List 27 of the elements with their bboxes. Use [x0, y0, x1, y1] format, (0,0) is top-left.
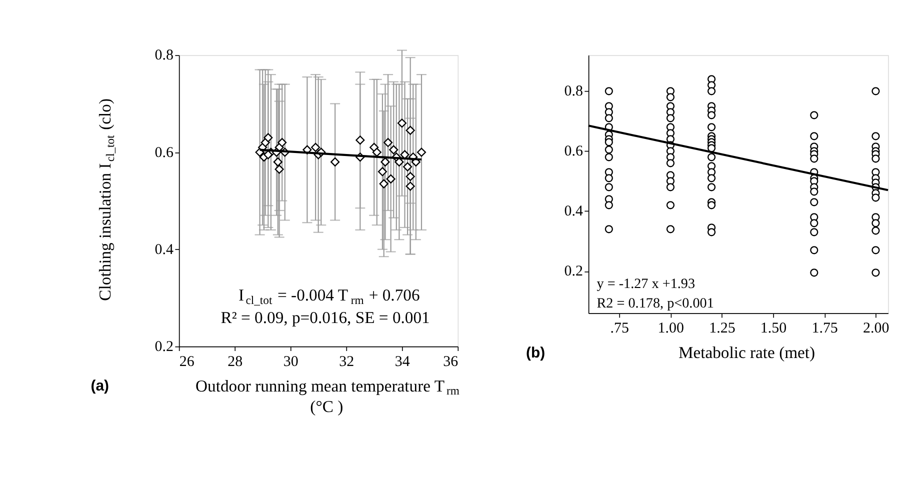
text: (b)	[526, 344, 546, 362]
x-tick-label: 36	[443, 354, 459, 370]
x-tick-label: 2.00	[863, 320, 890, 337]
y-axis-title: Clothing insulation Icl_tot (clo)	[96, 98, 118, 301]
x-tick-label: 1.75	[812, 320, 838, 337]
y-tick-label: 0.6	[154, 144, 174, 161]
x-tick-label: .75	[610, 320, 629, 337]
y-tick-label: 0.2	[564, 264, 583, 280]
annotation: y = -1.27 x +1.93	[596, 276, 696, 292]
y-tick-label: 0.2	[154, 339, 174, 356]
y-tick-label: 0.4	[154, 242, 174, 258]
text: (a)	[90, 378, 110, 395]
x-axis-title: Metabolic rate (met)	[678, 343, 816, 362]
y-tick-label: 0.4	[564, 204, 584, 220]
x-tick-label: 30	[283, 354, 298, 370]
y-tick-label: 0.8	[154, 48, 174, 64]
x-tick-label: 1.50	[760, 320, 787, 337]
x-tick-label: 1.25	[709, 320, 736, 337]
x-tick-label: 28	[228, 354, 243, 370]
x-tick-label: 26	[179, 354, 195, 370]
y-tick-label: 0.6	[564, 144, 584, 160]
annotation: R2 = 0.178, p<0.001	[596, 295, 714, 312]
x-tick-label: 1.00	[658, 320, 684, 337]
annotation: R² = 0.09, p=0.016, SE = 0.001	[220, 308, 430, 328]
x-tick-label: 32	[339, 354, 354, 370]
y-tick-label: 0.8	[564, 84, 583, 100]
x-tick-label: 34	[394, 354, 410, 370]
